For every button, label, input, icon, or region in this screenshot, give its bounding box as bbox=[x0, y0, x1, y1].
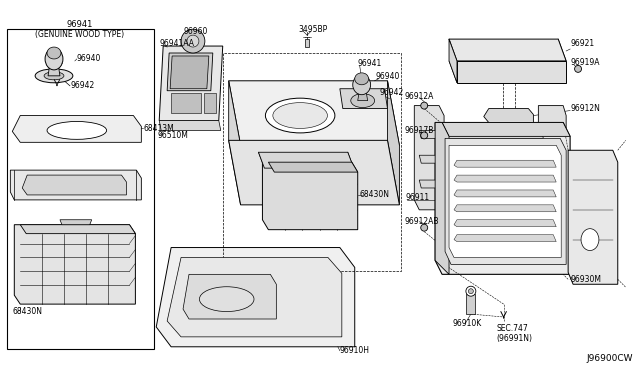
Polygon shape bbox=[449, 145, 561, 257]
Bar bbox=[7, 29, 154, 349]
Polygon shape bbox=[442, 122, 570, 137]
Polygon shape bbox=[568, 150, 618, 284]
Text: 96941: 96941 bbox=[67, 20, 93, 29]
Circle shape bbox=[187, 35, 199, 47]
Polygon shape bbox=[419, 180, 543, 188]
Circle shape bbox=[575, 65, 582, 73]
Circle shape bbox=[468, 289, 474, 294]
Polygon shape bbox=[454, 220, 556, 227]
Polygon shape bbox=[60, 220, 92, 225]
Polygon shape bbox=[167, 53, 213, 91]
Circle shape bbox=[181, 29, 205, 53]
Polygon shape bbox=[484, 109, 533, 122]
Ellipse shape bbox=[581, 229, 599, 250]
Text: (96991N): (96991N) bbox=[497, 334, 532, 343]
Polygon shape bbox=[466, 294, 475, 314]
Polygon shape bbox=[445, 138, 566, 264]
Circle shape bbox=[466, 286, 476, 296]
Text: 68430N: 68430N bbox=[12, 307, 42, 315]
Text: (GENUINE WOOD TYPE): (GENUINE WOOD TYPE) bbox=[35, 30, 124, 39]
Ellipse shape bbox=[35, 69, 73, 83]
Polygon shape bbox=[305, 39, 309, 47]
Bar bbox=[223, 53, 401, 271]
Text: 96510M: 96510M bbox=[157, 131, 188, 140]
Polygon shape bbox=[454, 190, 556, 197]
Polygon shape bbox=[454, 160, 556, 167]
Polygon shape bbox=[14, 225, 136, 304]
Polygon shape bbox=[228, 81, 399, 145]
Polygon shape bbox=[449, 39, 566, 61]
Polygon shape bbox=[340, 89, 387, 109]
Text: 96921: 96921 bbox=[570, 39, 595, 48]
Text: 96942: 96942 bbox=[71, 81, 95, 90]
Polygon shape bbox=[156, 247, 355, 347]
Polygon shape bbox=[454, 235, 556, 241]
Polygon shape bbox=[262, 162, 358, 230]
Polygon shape bbox=[358, 89, 367, 101]
Ellipse shape bbox=[47, 122, 107, 140]
Polygon shape bbox=[48, 63, 60, 76]
Text: 96942: 96942 bbox=[380, 88, 404, 97]
Ellipse shape bbox=[47, 47, 61, 59]
Polygon shape bbox=[454, 175, 556, 182]
Text: 96941: 96941 bbox=[358, 60, 382, 68]
Polygon shape bbox=[204, 93, 216, 113]
Text: 96960: 96960 bbox=[183, 27, 207, 36]
Ellipse shape bbox=[45, 48, 63, 70]
Ellipse shape bbox=[353, 75, 371, 95]
Text: 68430N: 68430N bbox=[360, 190, 390, 199]
Polygon shape bbox=[228, 81, 241, 205]
Ellipse shape bbox=[351, 94, 374, 108]
Circle shape bbox=[420, 102, 428, 109]
Polygon shape bbox=[228, 140, 399, 205]
Ellipse shape bbox=[273, 103, 328, 128]
Polygon shape bbox=[449, 61, 566, 83]
Text: 68413M: 68413M bbox=[143, 124, 174, 133]
Polygon shape bbox=[268, 162, 358, 172]
Text: 96910H: 96910H bbox=[340, 346, 370, 355]
Polygon shape bbox=[159, 121, 221, 131]
Text: 96912AB: 96912AB bbox=[404, 217, 439, 226]
Polygon shape bbox=[159, 46, 223, 121]
Polygon shape bbox=[435, 122, 570, 274]
Polygon shape bbox=[167, 257, 342, 337]
Text: 96911: 96911 bbox=[405, 193, 429, 202]
Polygon shape bbox=[10, 170, 141, 200]
Polygon shape bbox=[387, 81, 399, 205]
Circle shape bbox=[420, 224, 428, 231]
Text: 96912A: 96912A bbox=[404, 92, 434, 101]
Text: 96940: 96940 bbox=[376, 72, 400, 81]
Polygon shape bbox=[449, 39, 457, 83]
Polygon shape bbox=[454, 205, 556, 212]
Polygon shape bbox=[170, 56, 209, 89]
Polygon shape bbox=[419, 131, 543, 138]
Circle shape bbox=[420, 132, 428, 139]
Text: 3495BP: 3495BP bbox=[298, 25, 328, 34]
Text: 96940: 96940 bbox=[77, 54, 101, 64]
Polygon shape bbox=[414, 106, 444, 210]
Polygon shape bbox=[22, 175, 127, 195]
Text: 96917B: 96917B bbox=[404, 126, 434, 135]
Ellipse shape bbox=[266, 98, 335, 133]
Ellipse shape bbox=[44, 72, 64, 80]
Text: J96900CW: J96900CW bbox=[586, 354, 633, 363]
Polygon shape bbox=[259, 152, 354, 168]
Polygon shape bbox=[20, 225, 136, 234]
Polygon shape bbox=[171, 93, 201, 113]
Text: 96930M: 96930M bbox=[570, 275, 601, 284]
Text: 96910K: 96910K bbox=[452, 320, 481, 328]
Polygon shape bbox=[538, 106, 566, 210]
Polygon shape bbox=[12, 116, 141, 142]
Text: SEC.747: SEC.747 bbox=[497, 324, 529, 333]
Text: 96912N: 96912N bbox=[570, 104, 600, 113]
Text: 96919A: 96919A bbox=[570, 58, 600, 67]
Ellipse shape bbox=[200, 287, 254, 312]
Text: 96941AA: 96941AA bbox=[159, 39, 194, 48]
Polygon shape bbox=[435, 122, 449, 274]
Polygon shape bbox=[457, 61, 566, 83]
Ellipse shape bbox=[355, 73, 369, 85]
Polygon shape bbox=[419, 155, 543, 163]
Polygon shape bbox=[183, 274, 276, 319]
